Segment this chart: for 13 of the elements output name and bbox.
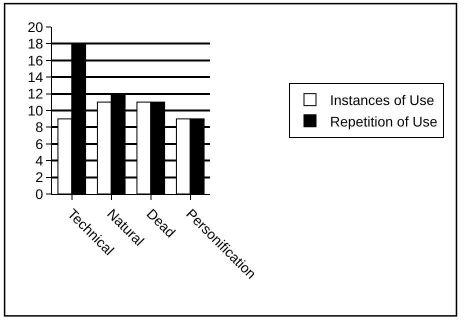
y-tick-label: 2 (35, 169, 44, 186)
y-tick-label: 8 (35, 119, 44, 136)
y-tick-label: 14 (28, 69, 44, 85)
y-tick-label: 16 (28, 52, 44, 68)
y-tick-label: 6 (35, 136, 44, 152)
y-tick-label: 0 (35, 186, 44, 202)
y-tick-label: 18 (28, 36, 44, 52)
legend-label: Instances of Use (330, 92, 434, 108)
legend-label: Repetition of Use (330, 113, 438, 130)
y-tick-label: 20 (28, 18, 44, 35)
y-tick-label: 12 (28, 86, 44, 102)
y-tick-label: 10 (28, 102, 44, 118)
y-tick-label: 4 (35, 152, 44, 168)
